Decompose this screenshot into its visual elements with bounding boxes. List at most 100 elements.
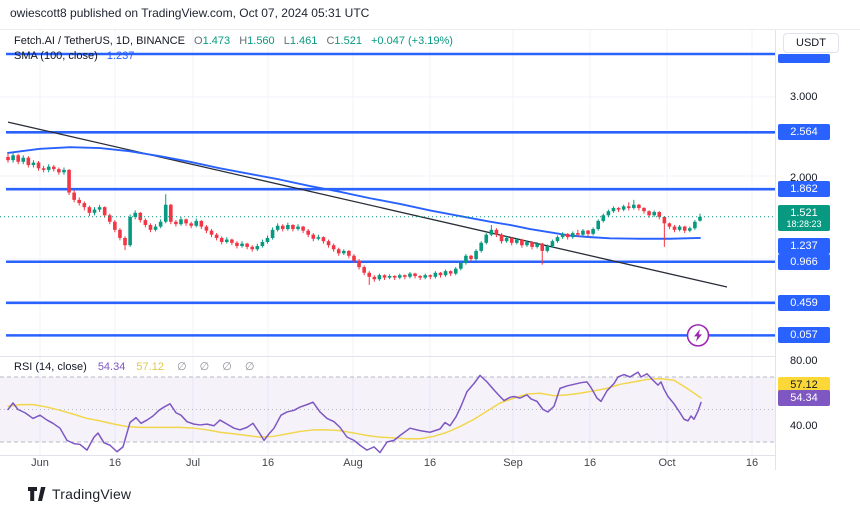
candle-body (576, 233, 580, 235)
close-value: 1.521 (334, 35, 362, 47)
candle-body (550, 241, 555, 247)
level-price-label: 0.057 (778, 327, 830, 344)
candle-body (336, 249, 341, 254)
high-letter: H (239, 35, 248, 47)
rsi-legend[interactable]: RSI (14, close) 54.34 57.12 ∅ ∅ ∅ ∅ (14, 360, 260, 373)
candle-body (219, 237, 224, 242)
candle-body (331, 245, 336, 250)
time-axis-label: Sep (503, 457, 523, 469)
candle-body (214, 234, 219, 238)
symbol-title[interactable]: Fetch.AI / TetherUS, 1D, BINANCE (14, 35, 185, 47)
candle-body (570, 233, 575, 238)
candle-body (362, 267, 366, 273)
candle-body (291, 224, 295, 230)
candle-body (632, 204, 636, 208)
candle-body (606, 211, 611, 216)
candle-body (260, 241, 265, 247)
time-axis[interactable]: Jun 16 Jul 16 Aug 16 Sep 16 Oct 16 (0, 457, 775, 473)
candle-body (596, 220, 601, 230)
candle-body (586, 230, 590, 234)
candle-body (189, 223, 193, 226)
candle-body (326, 241, 331, 246)
candle-body (489, 229, 494, 235)
candle-body (270, 229, 275, 238)
candle-body (565, 233, 570, 238)
currency-toggle-button[interactable]: USDT (783, 33, 839, 53)
candle-body (31, 162, 36, 166)
candle-body (321, 237, 326, 242)
candle-body (174, 221, 178, 225)
candle-body (423, 275, 428, 278)
candle-body (209, 230, 214, 235)
candle-body (102, 207, 107, 216)
candle-body (469, 255, 473, 259)
candle-body (677, 226, 682, 230)
price-scale[interactable]: 3.000 2.000 80.00 40.00 2.564 1.862 0.966 0.459… (775, 30, 860, 470)
rsi-ma-label: 57.12 (778, 377, 830, 393)
candle-body (515, 239, 519, 243)
candle-body (82, 203, 87, 208)
candle-body (6, 156, 10, 161)
candle-body (667, 223, 672, 227)
time-axis-label: Jun (31, 457, 49, 469)
candle-body (158, 221, 163, 227)
lightning-marker[interactable] (686, 324, 710, 347)
price-tick-label: 2.000 (790, 172, 818, 184)
candle-body (224, 239, 229, 242)
candle-body (545, 246, 550, 251)
change-value: +0.047 (+3.19%) (371, 35, 453, 47)
candle-body (626, 206, 631, 208)
tradingview-logo[interactable]: TradingView (28, 486, 131, 502)
candle-body (311, 234, 316, 239)
high-value: 1.560 (247, 35, 275, 47)
time-axis-label: Jul (185, 457, 201, 469)
candle-body (240, 243, 244, 247)
candle-body (97, 207, 102, 210)
candle-body (372, 276, 377, 280)
candle-body (433, 272, 438, 277)
candle-body (72, 192, 76, 200)
candle-body (51, 166, 56, 170)
rsi-band (0, 377, 775, 442)
candle-body (255, 246, 260, 250)
candle-body (107, 215, 112, 222)
candle-body (581, 230, 585, 235)
time-axis-label: 16 (108, 457, 122, 469)
candle-body (479, 242, 483, 251)
rsi-empty-slots: ∅ ∅ ∅ ∅ (177, 361, 260, 373)
candle-body (26, 157, 31, 166)
main-chart-canvas[interactable] (0, 30, 775, 356)
candle-body (250, 246, 255, 250)
candle-body (265, 237, 270, 242)
sma-legend[interactable]: SMA (100, close) 1.237 (14, 50, 134, 62)
candle-body (438, 272, 443, 276)
candle-body (693, 221, 697, 229)
candle-body (62, 169, 66, 173)
candle-body (306, 230, 310, 235)
candle-body (591, 229, 595, 234)
candle-body (169, 204, 173, 222)
attribution-text: owiescott8 published on TradingView.com,… (10, 6, 370, 20)
widget-top-border (0, 29, 860, 30)
open-value: 1.473 (202, 35, 231, 47)
candle-body (494, 229, 499, 235)
candle-body (148, 224, 153, 230)
pane-separator[interactable] (0, 356, 775, 357)
tradingview-logo-icon (28, 486, 46, 501)
open-letter: O (194, 35, 203, 47)
low-letter: L (283, 35, 290, 47)
candle-body (520, 239, 524, 246)
sma-title: SMA (100, close) (14, 50, 98, 62)
candle-body (637, 204, 641, 208)
descending-trendline[interactable] (7, 121, 728, 288)
rsi-chart-canvas[interactable] (0, 356, 775, 455)
candle-body (616, 207, 621, 210)
candle-body (179, 219, 183, 225)
candle-body (357, 260, 361, 268)
candle-body (601, 215, 606, 221)
candle-body (403, 275, 407, 277)
sma-price-label: 1.237 (778, 237, 830, 254)
candle-body (118, 229, 122, 238)
candle-body (392, 276, 397, 278)
time-axis-label: 16 (423, 457, 437, 469)
